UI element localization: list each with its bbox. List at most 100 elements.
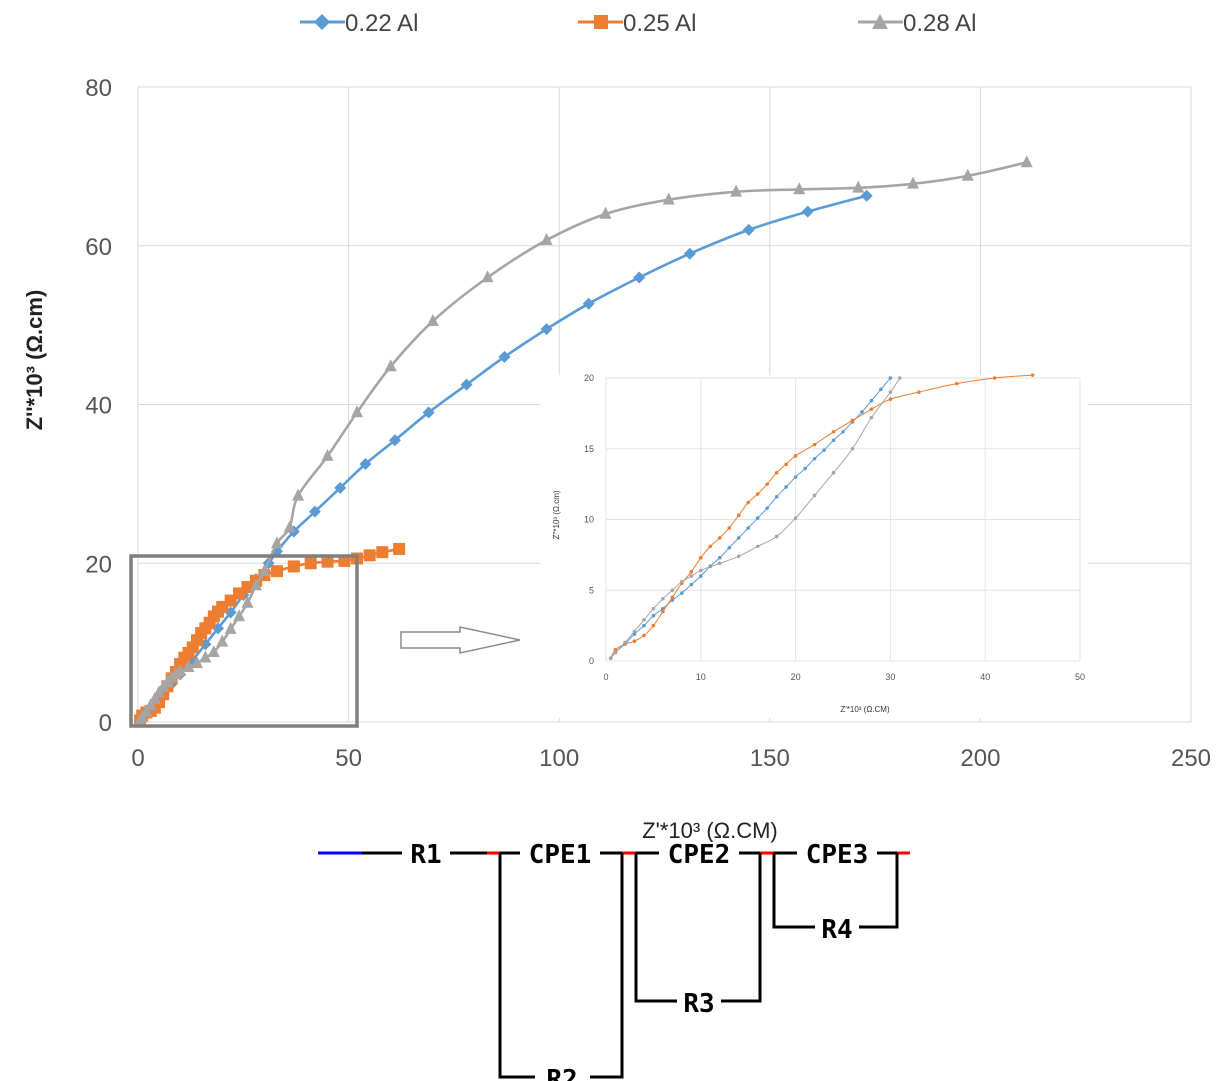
x-tick-label: 10 — [696, 672, 706, 682]
data-point — [869, 415, 874, 420]
inset-tick-labels: 0 10 20 30 40 50 0 5 10 15 20 — [584, 373, 1085, 682]
data-point — [850, 446, 855, 451]
y-tick-label: 15 — [584, 444, 594, 454]
data-point — [831, 429, 836, 434]
data-point — [422, 406, 435, 419]
data-point — [426, 313, 439, 326]
data-point — [689, 582, 694, 587]
data-point — [662, 192, 675, 205]
main-y-axis-label: Z''*10³ (Ω.cm) — [22, 290, 47, 431]
data-point — [793, 454, 798, 458]
data-point — [689, 574, 694, 578]
data-point — [338, 554, 351, 567]
data-point — [860, 189, 873, 202]
data-point — [699, 574, 703, 578]
data-point — [258, 563, 271, 576]
inset-background — [540, 375, 1088, 718]
data-point — [727, 526, 732, 530]
data-point — [651, 623, 656, 628]
data-point — [623, 640, 627, 645]
data-point — [793, 182, 806, 195]
data-point — [613, 647, 618, 652]
data-point — [481, 270, 494, 283]
data-point — [774, 495, 779, 499]
data-point — [651, 613, 656, 618]
data-point — [642, 633, 646, 638]
legend-marker-025 — [594, 15, 608, 29]
data-point — [174, 664, 187, 676]
data-point — [321, 448, 334, 461]
data-point — [632, 639, 637, 643]
data-point — [888, 390, 893, 394]
data-point — [190, 656, 203, 669]
data-point — [793, 516, 798, 520]
data-point — [384, 359, 397, 372]
data-point — [917, 390, 921, 394]
data-point — [765, 506, 769, 510]
data-point — [249, 578, 262, 591]
data-point — [207, 644, 220, 657]
data-point — [717, 536, 722, 540]
chart-legend: 0.22 Al 0.25 Al 0.28 Al — [300, 10, 976, 37]
data-point — [803, 466, 807, 471]
data-point — [233, 609, 246, 622]
legend-marker-028 — [872, 14, 888, 29]
data-point — [292, 488, 305, 501]
data-point — [608, 656, 613, 660]
data-point — [632, 629, 637, 634]
equivalent-circuit — [318, 842, 910, 1079]
data-point — [633, 271, 646, 284]
data-point — [784, 462, 788, 467]
y-tick-label: 0 — [589, 656, 594, 666]
data-point — [746, 526, 750, 530]
data-point — [831, 471, 836, 475]
data-point — [540, 232, 553, 245]
data-point — [746, 500, 750, 505]
data-point — [241, 595, 254, 608]
data-point — [613, 650, 618, 655]
data-point — [784, 485, 788, 489]
data-point — [850, 418, 855, 423]
data-point — [670, 595, 675, 600]
data-point — [736, 536, 741, 540]
data-point — [831, 438, 836, 443]
x-tick-label: 0 — [131, 745, 144, 772]
data-point — [954, 381, 959, 386]
x-tick-label: 150 — [750, 745, 790, 772]
zoom-arrow-icon — [400, 626, 521, 654]
data-point — [992, 376, 997, 380]
data-point — [683, 247, 696, 260]
data-point — [888, 397, 893, 402]
data-point — [860, 410, 864, 414]
data-point — [334, 481, 347, 494]
x-tick-label: 50 — [1075, 672, 1085, 682]
data-point — [182, 660, 195, 673]
data-point — [765, 482, 769, 486]
data-point — [869, 407, 874, 411]
data-point — [699, 568, 703, 573]
data-point — [642, 618, 646, 622]
data-point — [717, 555, 722, 560]
data-point — [199, 650, 212, 663]
data-point — [736, 513, 741, 518]
inset-series — [608, 373, 1035, 660]
data-point — [879, 387, 883, 392]
y-tick-label: 10 — [584, 515, 594, 525]
data-point — [755, 492, 760, 496]
y-tick-label: 5 — [589, 585, 594, 595]
series-line — [610, 377, 901, 659]
data-point — [140, 704, 153, 717]
data-point — [270, 536, 283, 549]
data-point — [812, 442, 817, 447]
main-x-axis-label: Z'*10³ (Ω.CM) — [642, 818, 778, 843]
data-point — [774, 534, 779, 539]
data-point — [582, 297, 595, 310]
data-point — [359, 458, 372, 471]
data-point — [216, 634, 229, 647]
y-tick-label: 60 — [85, 234, 112, 261]
y-tick-label: 40 — [85, 393, 112, 420]
x-tick-label: 200 — [960, 745, 1000, 772]
main-series — [134, 155, 1033, 727]
x-tick-label: 40 — [980, 672, 990, 682]
data-point — [661, 596, 665, 601]
